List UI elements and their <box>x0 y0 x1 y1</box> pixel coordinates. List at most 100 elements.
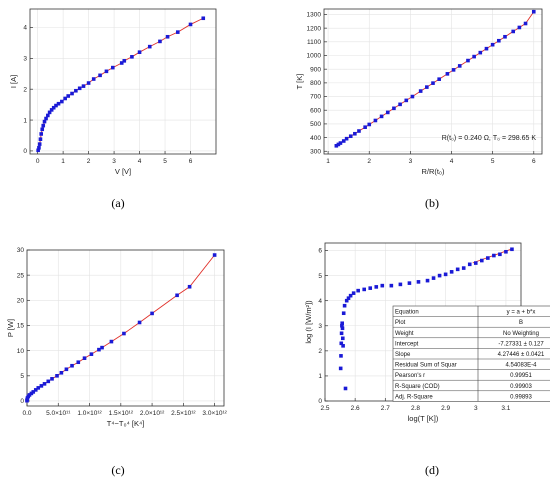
x-tick-label: 4 <box>138 158 142 165</box>
data-point <box>346 296 351 300</box>
x-tick-label: 2.8 <box>411 405 420 412</box>
data-point <box>451 68 456 72</box>
data-point <box>357 129 361 133</box>
data-point <box>36 386 41 390</box>
data-point <box>340 326 345 331</box>
data-point <box>418 89 423 93</box>
y-tick-label: 300 <box>310 148 321 155</box>
data-point <box>362 287 366 292</box>
data-point <box>104 69 109 74</box>
data-point <box>425 278 430 283</box>
data-point <box>531 9 536 14</box>
data-point <box>340 336 345 341</box>
data-point <box>60 99 64 104</box>
data-point <box>122 59 127 63</box>
data-point <box>66 94 71 98</box>
data-point <box>31 390 36 394</box>
plot-area <box>30 9 216 154</box>
data-point <box>147 44 152 49</box>
data-point <box>334 143 339 148</box>
x-tick-label: 2 <box>87 158 91 165</box>
table-cell-label: Pearson's r <box>395 373 425 379</box>
data-point <box>385 110 390 115</box>
chart-panel-a: 0 1 2 3 4 5 6 0 1 2 3 4 V [V] I [A] <box>9 8 217 176</box>
y-tick-label: 700 <box>310 94 321 101</box>
data-point <box>46 113 50 118</box>
data-point <box>42 382 47 386</box>
data-point <box>389 283 394 288</box>
data-point <box>339 341 344 346</box>
data-point <box>201 16 206 21</box>
data-point <box>150 311 154 316</box>
y-tick-label: 0 <box>23 148 27 155</box>
data-point <box>484 46 489 51</box>
data-point <box>407 281 412 285</box>
data-point <box>111 65 115 70</box>
table-cell-label: R-Square (COD) <box>395 384 440 390</box>
data-point <box>29 391 34 396</box>
table-cell-value: -7.27331 ± 0.127 <box>498 341 544 347</box>
data-point <box>49 108 54 112</box>
caption-b: (b) <box>425 196 439 210</box>
x-axis-label: T⁴−T₀⁴ [K⁴] <box>107 419 145 428</box>
y-axis-label: T [K] <box>295 74 304 90</box>
y-tick-label: 0 <box>20 398 24 405</box>
y-tick-label: 4 <box>318 298 322 305</box>
y-tick-label: 1100 <box>307 39 321 46</box>
data-point <box>39 132 44 136</box>
data-point <box>340 323 344 328</box>
x-tick-label: 3 <box>112 158 116 165</box>
caption-c: (c) <box>111 463 124 477</box>
x-tick-label: 3.1 <box>501 405 510 412</box>
x-tick-label: 0.0 <box>22 410 31 417</box>
data-point <box>455 267 460 272</box>
table-cell-value: No Weighting <box>503 331 539 337</box>
plot-area <box>27 250 224 406</box>
x-axis-label: log(T [K]) <box>408 414 439 423</box>
data-point <box>59 370 64 375</box>
y-tick-label: 15 <box>17 323 25 330</box>
data-point <box>50 377 54 381</box>
data-point <box>467 262 472 267</box>
data-point <box>504 249 508 254</box>
data-point <box>461 266 466 270</box>
data-point <box>339 354 343 358</box>
data-point <box>445 72 450 76</box>
x-tick-label: 2.5 <box>320 405 329 412</box>
data-point <box>523 21 528 26</box>
data-point <box>338 141 343 145</box>
data-point <box>457 64 462 68</box>
table-cell-label: Equation <box>395 310 419 316</box>
table-cell-value: 4.27446 ± 0.0421 <box>498 352 545 358</box>
data-point <box>41 123 46 128</box>
data-point <box>137 320 142 325</box>
data-point <box>100 345 104 350</box>
data-point <box>480 258 484 263</box>
data-point <box>33 388 38 392</box>
data-point <box>398 282 403 287</box>
data-point <box>97 347 101 352</box>
y-axis-label: I [A] <box>9 75 18 88</box>
data-point <box>348 134 353 139</box>
data-point <box>392 106 396 111</box>
data-point <box>374 285 379 289</box>
chart-annotation: R(t₀) = 0.240 Ω, T₀ = 298.65 K <box>442 135 537 142</box>
data-point <box>55 374 59 378</box>
data-point <box>510 247 514 252</box>
table-cell-value: B <box>519 320 523 326</box>
x-axis-label: V [V] <box>115 167 131 176</box>
y-tick-label: 5 <box>20 373 24 380</box>
x-tick-label: 5 <box>491 158 495 165</box>
data-point <box>353 131 357 136</box>
data-point <box>42 119 47 124</box>
data-point <box>351 291 356 295</box>
data-point <box>343 386 348 391</box>
chart-panel-b: 1 2 3 4 5 6 300 400 500 600 700 800 900 1000 1100 1200 1… <box>295 8 543 176</box>
data-point <box>64 367 69 372</box>
y-tick-label: 1 <box>23 117 27 124</box>
data-point <box>109 339 114 344</box>
x-tick-label: 1 <box>326 158 330 165</box>
data-point <box>341 311 346 316</box>
data-point <box>46 379 51 384</box>
y-tick-label: 10 <box>17 348 25 355</box>
